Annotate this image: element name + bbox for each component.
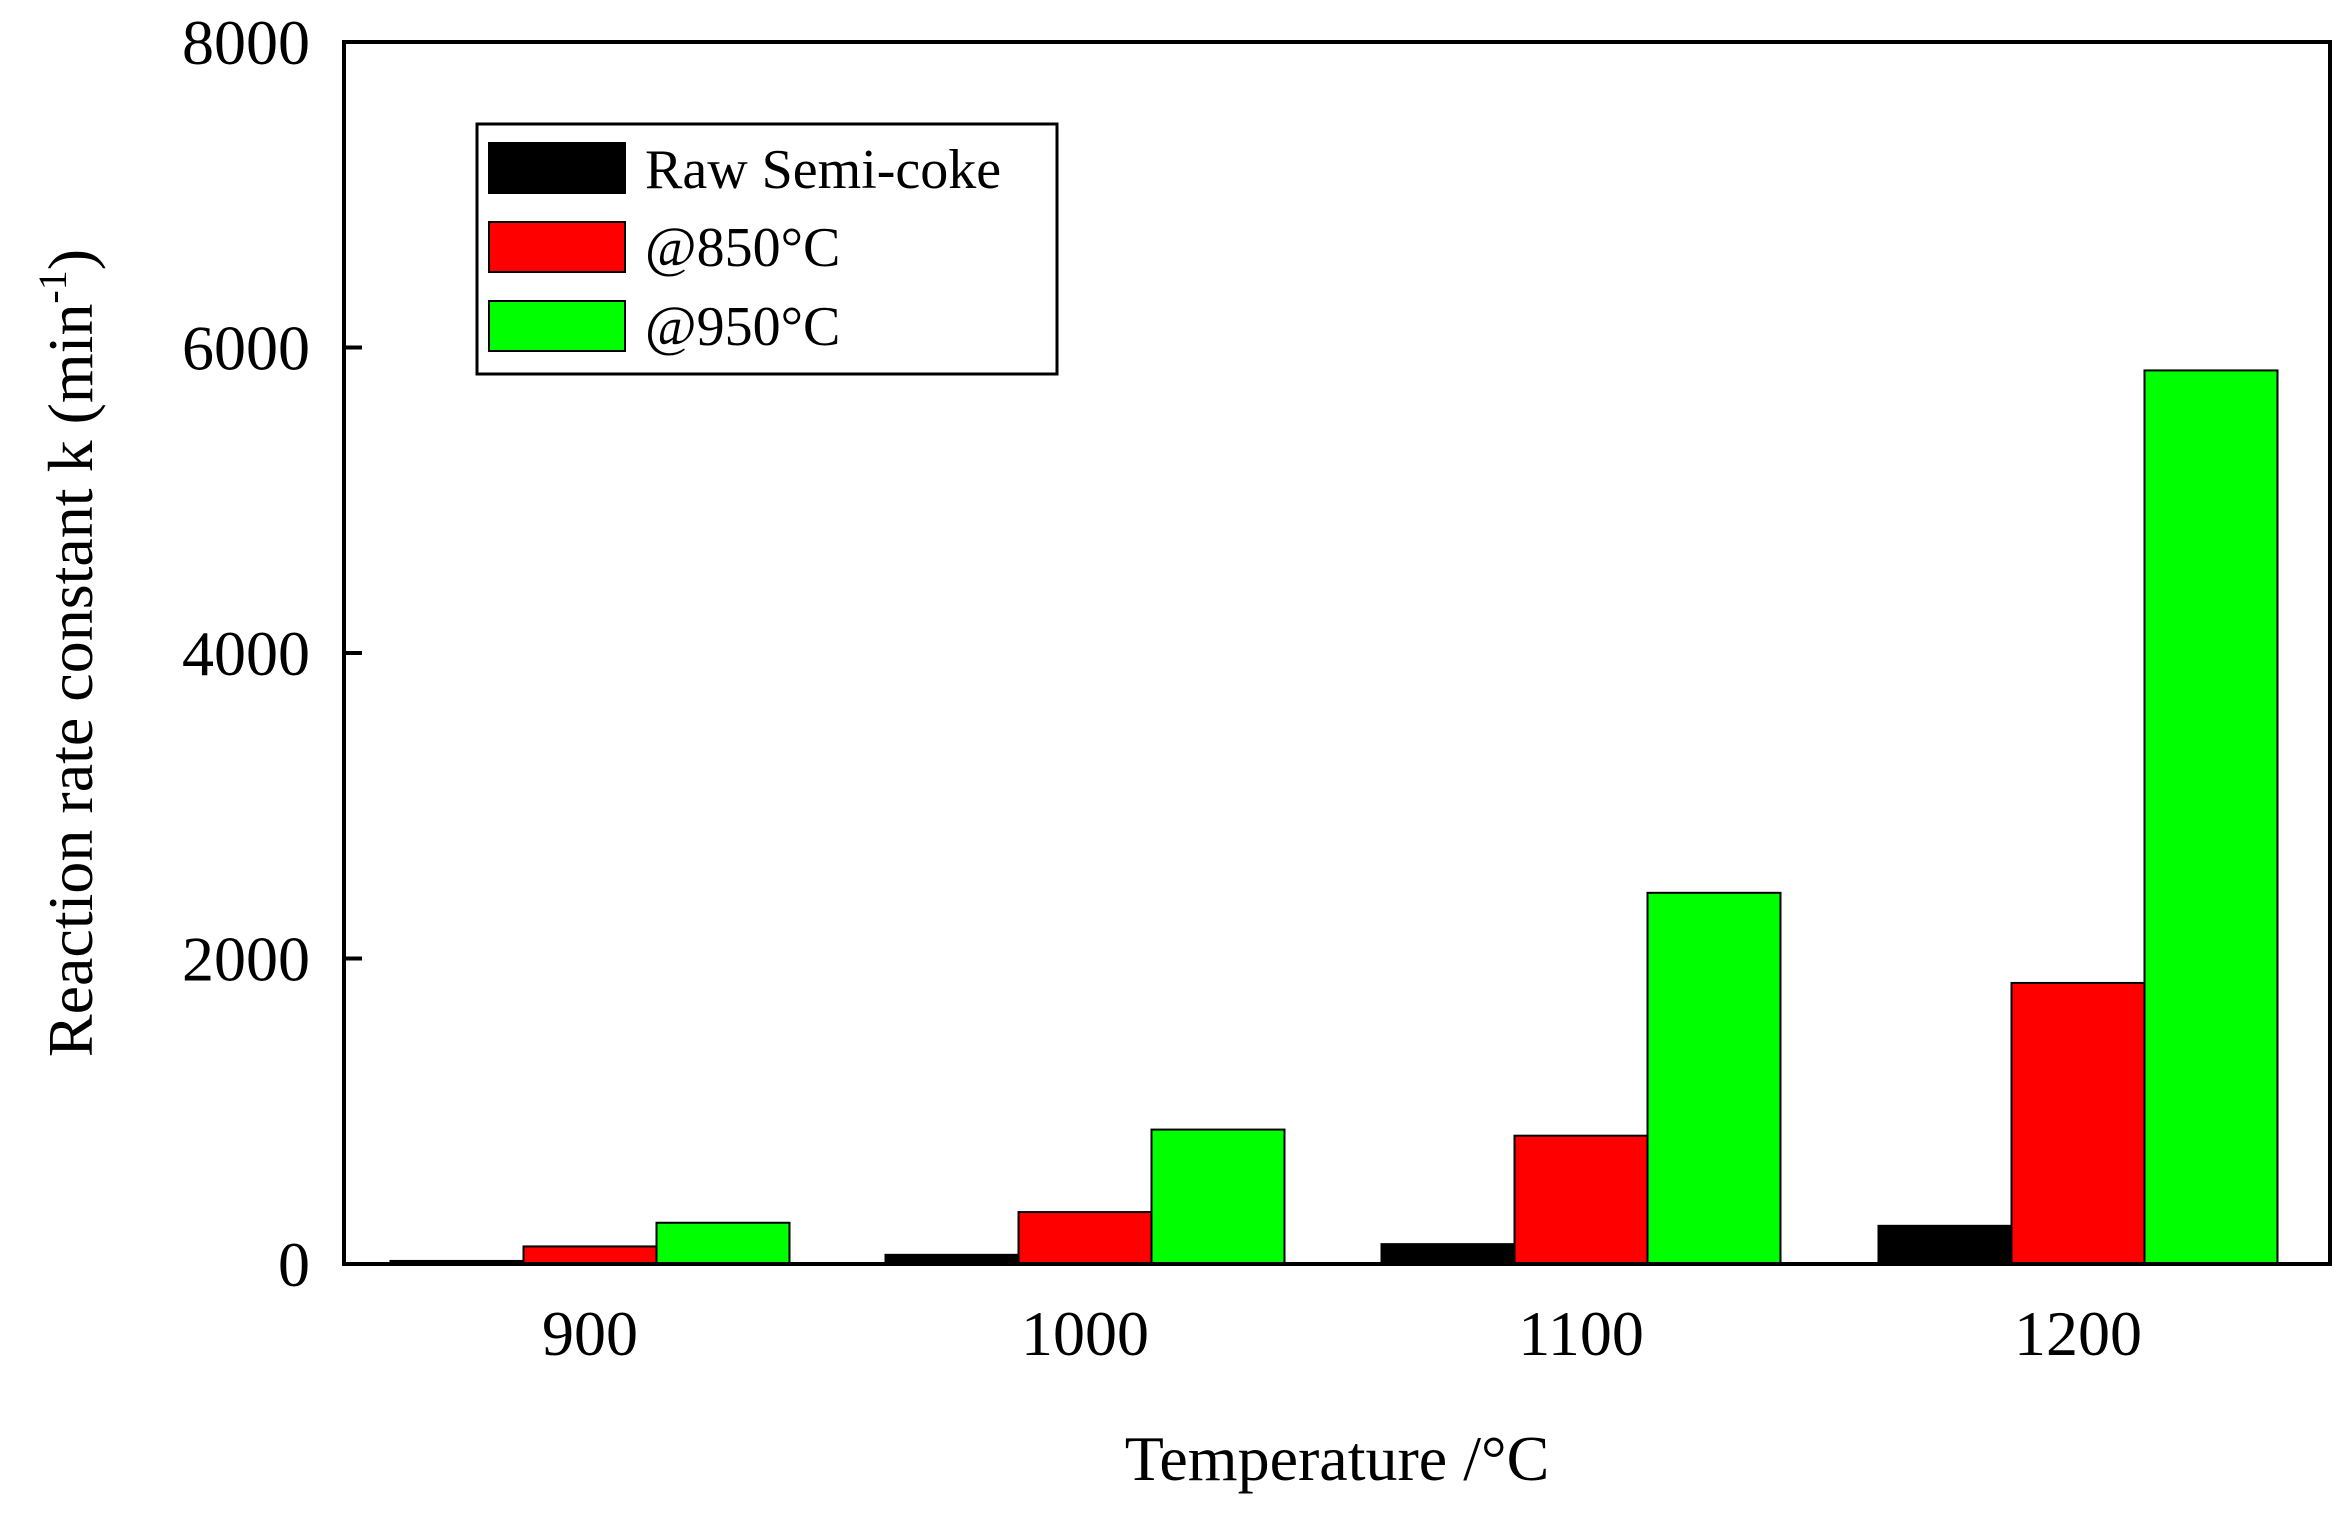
- y-tick-label-6000: 6000: [182, 313, 310, 384]
- y-axis: 0 2000 4000 6000 8000: [182, 7, 362, 1300]
- legend-label-850: @850°C: [645, 217, 840, 279]
- y-axis-label-main: Reaction rate constant k (min: [35, 304, 106, 1058]
- legend: Raw Semi-coke @850°C @950°C: [475, 122, 1059, 376]
- bar-950-c-1000: [1150, 1128, 1286, 1265]
- legend-label-950: @950°C: [645, 296, 840, 358]
- y-tick-label-0: 0: [278, 1229, 310, 1300]
- x-axis: 900 1000 1100 1200: [542, 1298, 2142, 1369]
- x-axis-label: Temperature /°C: [1125, 1423, 1550, 1494]
- bar-850-c-1100: [1513, 1134, 1649, 1265]
- bar-850-c-900: [522, 1245, 658, 1265]
- bar-850-c-1200: [2010, 981, 2146, 1265]
- legend-swatch-850: [488, 221, 626, 273]
- x-tick-label-900: 900: [542, 1298, 638, 1369]
- bars-layer: [389, 369, 2279, 1266]
- bar-950-c-1200: [2143, 369, 2279, 1266]
- bar-raw-semi-coke-1100: [1380, 1243, 1516, 1265]
- y-tick-label-8000: 8000: [182, 7, 310, 78]
- legend-label-raw-semi-coke: Raw Semi-coke: [645, 139, 1001, 201]
- bar-raw-semi-coke-1200: [1877, 1224, 2013, 1265]
- bar-950-c-900: [655, 1221, 791, 1265]
- x-tick-label-1000: 1000: [1021, 1298, 1149, 1369]
- y-tick-label-2000: 2000: [182, 924, 310, 995]
- y-axis-label: Reaction rate constant k (min-1): [30, 249, 106, 1057]
- y-axis-label-superscript: -1: [30, 270, 75, 303]
- y-axis-label-close: ): [35, 249, 106, 270]
- x-tick-label-1100: 1100: [1518, 1298, 1644, 1369]
- legend-swatch-raw-semi-coke: [488, 142, 626, 194]
- legend-swatch-950: [488, 300, 626, 352]
- bar-850-c-1000: [1017, 1211, 1153, 1265]
- x-tick-label-1200: 1200: [2014, 1298, 2142, 1369]
- y-tick-label-4000: 4000: [182, 618, 310, 689]
- bar-950-c-1100: [1646, 891, 1782, 1265]
